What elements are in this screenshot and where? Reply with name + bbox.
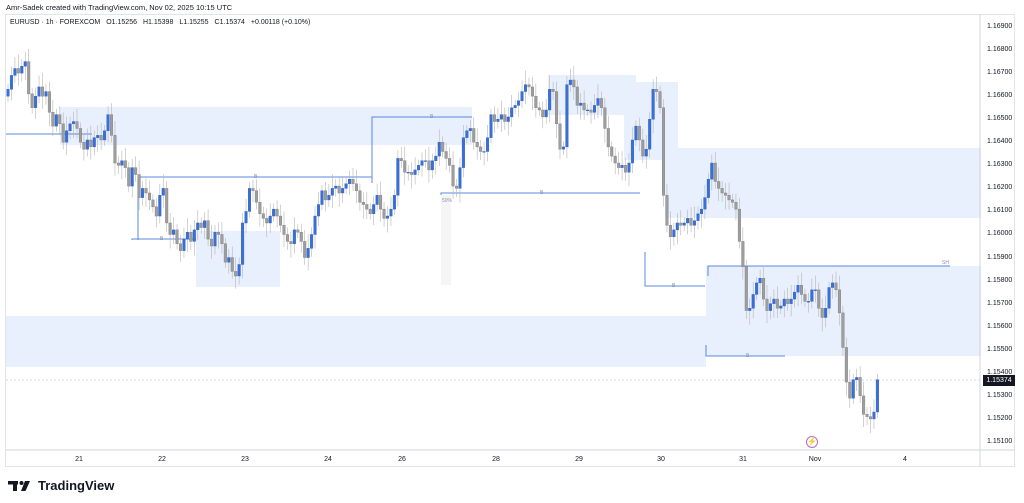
open-value: O1.15256 [106, 19, 137, 26]
lightning-bolt-icon[interactable]: ⚡ [806, 436, 818, 448]
price-tick-label: 1.16900 [987, 23, 1013, 30]
time-tick-label: 22 [158, 456, 166, 463]
tradingview-logo-icon [8, 480, 30, 491]
price-tick-label: 1.15100 [987, 437, 1013, 445]
zone-label: B [254, 174, 258, 180]
price-tick-label: 1.16800 [987, 46, 1013, 54]
price-tick-label: 1.16100 [987, 207, 1013, 215]
zone-label: B [430, 114, 434, 120]
symbol-label[interactable]: EURUSD · 1h · FOREXCOM [10, 19, 101, 26]
price-tick-label: 1.16500 [987, 115, 1013, 123]
price-tick-label: 1.16000 [987, 230, 1013, 238]
chart-legend: EURUSD · 1h · FOREXCOM O1.15256 H1.15398… [10, 19, 310, 26]
zone-label: B [160, 236, 164, 242]
price-tick-label: 1.15300 [987, 391, 1013, 399]
change-value: +0.00118 (+0.10%) [250, 19, 311, 26]
price-tick-label: 1.16700 [987, 69, 1013, 77]
price-tick-label: 1.15900 [987, 253, 1013, 261]
time-tick-label: 29 [575, 456, 583, 463]
price-tick-label: 1.16300 [987, 161, 1013, 169]
price-tick-label: 1.16400 [987, 138, 1013, 146]
last-price-badge: 1.15374 [983, 375, 1015, 386]
chart-credit: Amr-Sadek created with TradingView.com, … [6, 3, 233, 12]
high-value: H1.15398 [142, 19, 174, 26]
time-tick-label: 21 [75, 456, 83, 463]
time-tick-label: Nov [808, 456, 822, 463]
price-tick-label: 1.15800 [987, 276, 1013, 284]
structure-lines [6, 116, 950, 357]
close-value: C1.15374 [214, 19, 245, 26]
time-tick-label: 4 [903, 456, 907, 463]
price-tick-label: 1.15700 [987, 299, 1013, 307]
time-tick-label: 30 [657, 456, 665, 463]
brand-name: TradingView [38, 478, 115, 493]
candlestick-series [6, 48, 879, 433]
price-tick-label: 1.15200 [987, 414, 1013, 422]
zone-label: B [540, 190, 544, 196]
price-tick-label: 1.16600 [987, 92, 1013, 100]
price-tick-label: 1.15600 [987, 322, 1013, 330]
time-tick-label: 23 [241, 456, 249, 463]
time-tick-label: 28 [492, 456, 500, 463]
zone-label: B [672, 283, 676, 289]
price-tick-label: 1.16200 [987, 184, 1013, 192]
price-tick-label: 1.15400 [987, 368, 1013, 376]
time-tick-label: 26 [398, 456, 406, 463]
zone-label: SH [942, 260, 949, 266]
tradingview-brand: TradingView [8, 478, 114, 493]
zone-label: B [746, 353, 750, 359]
price-tick-label: 1.15500 [987, 345, 1013, 353]
zone-label: 50% [442, 198, 453, 204]
time-tick-label: 31 [739, 456, 747, 463]
chart-frame [5, 14, 1015, 467]
time-tick-label: 24 [324, 456, 332, 463]
low-value: L1.15255 [179, 19, 209, 26]
